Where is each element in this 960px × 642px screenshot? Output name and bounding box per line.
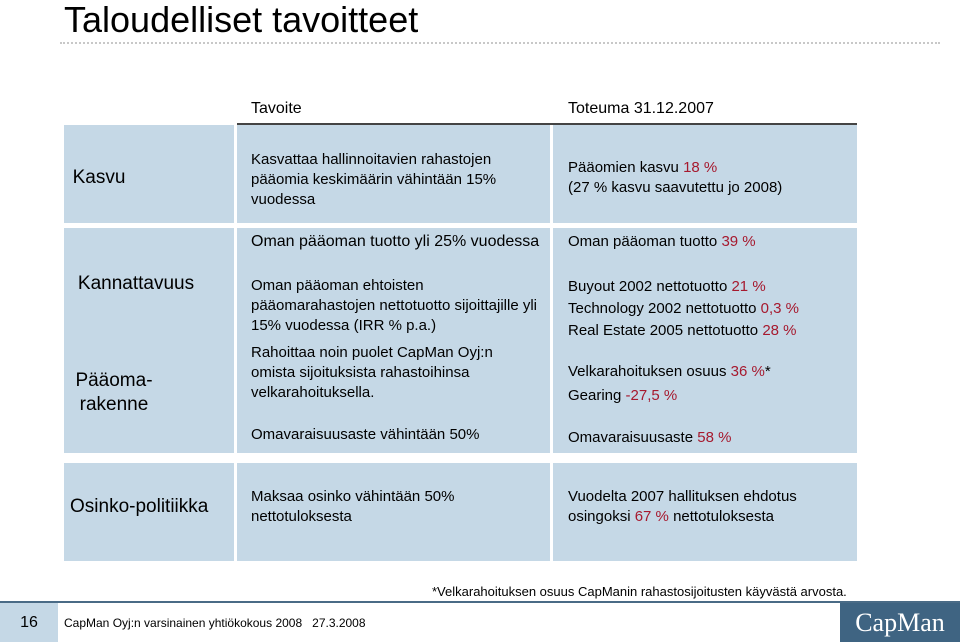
actual-dividend-value: 67 %	[634, 508, 669, 525]
footer-text: CapMan Oyj:n varsinainen yhtiökokous 200…	[64, 616, 366, 630]
goal-kasvu: Kasvattaa hallinnoitavien rahastojen pää…	[251, 151, 497, 208]
goal-fund-return: Oman pääoman ehtoisten pääomarahastojen …	[251, 277, 538, 334]
actual-dividend-suffix: nettotuloksesta	[668, 508, 774, 525]
page-title: Taloudelliset tavoitteet	[64, 0, 419, 40]
goal-equity-ratio: Omavaraisuusaste vähintään 50%	[251, 426, 480, 443]
goal-cell-osinko	[237, 463, 550, 561]
row-label-kasvu: Kasvu	[72, 167, 126, 188]
actual-fund-realestate-text: Real Estate 2005 nettotuotto	[568, 322, 763, 339]
header-goal: Tavoite	[251, 100, 302, 117]
actual-gearing-text: Gearing	[568, 387, 626, 404]
actual-fund-technology-value: 0,3 %	[760, 300, 800, 317]
actual-gearing-value: -27,5 %	[625, 387, 678, 404]
actual-debt-share-value: 36 %	[730, 363, 765, 380]
actual-fund-buyout-value: 21 %	[731, 278, 766, 295]
actual-roe-text: Oman pääoman tuotto	[568, 233, 722, 250]
actual-fund-realestate-value: 28 %	[762, 322, 797, 339]
goal-dividend: Maksaa osinko vähintään 50% nettotulokse…	[251, 488, 455, 525]
capman-logo: CapMan	[840, 603, 960, 642]
actual-kasvu-note: (27 % kasvu saavutettu jo 2008)	[568, 179, 783, 196]
goal-roe: Oman pääoman tuotto yli 25% vuodessa	[251, 233, 540, 250]
actual-debt-share-asterisk: *	[764, 363, 771, 380]
actual-equity-ratio-text: Omavaraisuusaste	[568, 429, 698, 446]
actual-fund-returns: Buyout 2002 nettotuotto 21 % Technology …	[568, 276, 853, 342]
actual-cell-osinko	[553, 463, 857, 561]
goal-cell-middle	[237, 228, 550, 453]
actual-equity-ratio: Omavaraisuusaste 58 %	[568, 428, 853, 448]
footnote: *Velkarahoituksen osuus CapManin rahasto…	[432, 584, 847, 599]
header-actual: Toteuma 31.12.2007	[568, 100, 714, 117]
row-label-kannattavuus: Kannattavuus	[77, 273, 195, 294]
header-rule	[237, 123, 857, 125]
actual-kasvu-text: Pääomien kasvu	[568, 159, 684, 176]
row-label-cell-kasvu	[64, 125, 234, 223]
actual-debt-share-text: Velkarahoituksen osuus	[568, 363, 731, 380]
actual-cell-middle	[553, 228, 857, 453]
actual-dividend: Vuodelta 2007 hallituksen ehdotus osingo…	[568, 487, 853, 527]
actual-roe: Oman pääoman tuotto 39 %	[568, 232, 853, 252]
actual-fund-technology-text: Technology 2002 nettotuotto	[568, 300, 761, 317]
goal-cell-kasvu	[237, 125, 550, 223]
actual-kasvu-value: 18 %	[683, 159, 718, 176]
footer-rule	[0, 601, 960, 603]
row-label-cell-osinko	[64, 463, 234, 561]
row-label-osinko: Osinko-politiikka	[70, 496, 209, 517]
actual-fund-buyout-text: Buyout 2002 nettotuotto	[568, 278, 732, 295]
actual-dividend-text: osingoksi	[568, 508, 635, 525]
footer	[0, 603, 960, 642]
goal-debt-financing: Rahoittaa noin puolet CapMan Oyj:n omist…	[251, 344, 493, 401]
actual-equity-ratio-value: 58 %	[697, 429, 732, 446]
row-label-paaomarakenne: Pääoma- rakenne	[64, 369, 164, 417]
actual-roe-value: 39 %	[721, 233, 756, 250]
row-label-paaomarakenne-line1: Pääoma-	[75, 370, 153, 391]
actual-cell-kasvu	[553, 125, 857, 223]
row-label-paaomarakenne-line2: rakenne	[79, 394, 149, 415]
row-label-cell-kannattavuus	[64, 228, 234, 453]
title-divider	[60, 42, 940, 44]
actual-dividend-line1: Vuodelta 2007 hallituksen ehdotus	[568, 488, 797, 505]
actual-debt-financing: Velkarahoituksen osuus 36 %* Gearing -27…	[568, 360, 853, 408]
actual-kasvu: Pääomien kasvu 18 % (27 % kasvu saavutet…	[568, 158, 853, 198]
page-number: 16	[0, 603, 58, 642]
